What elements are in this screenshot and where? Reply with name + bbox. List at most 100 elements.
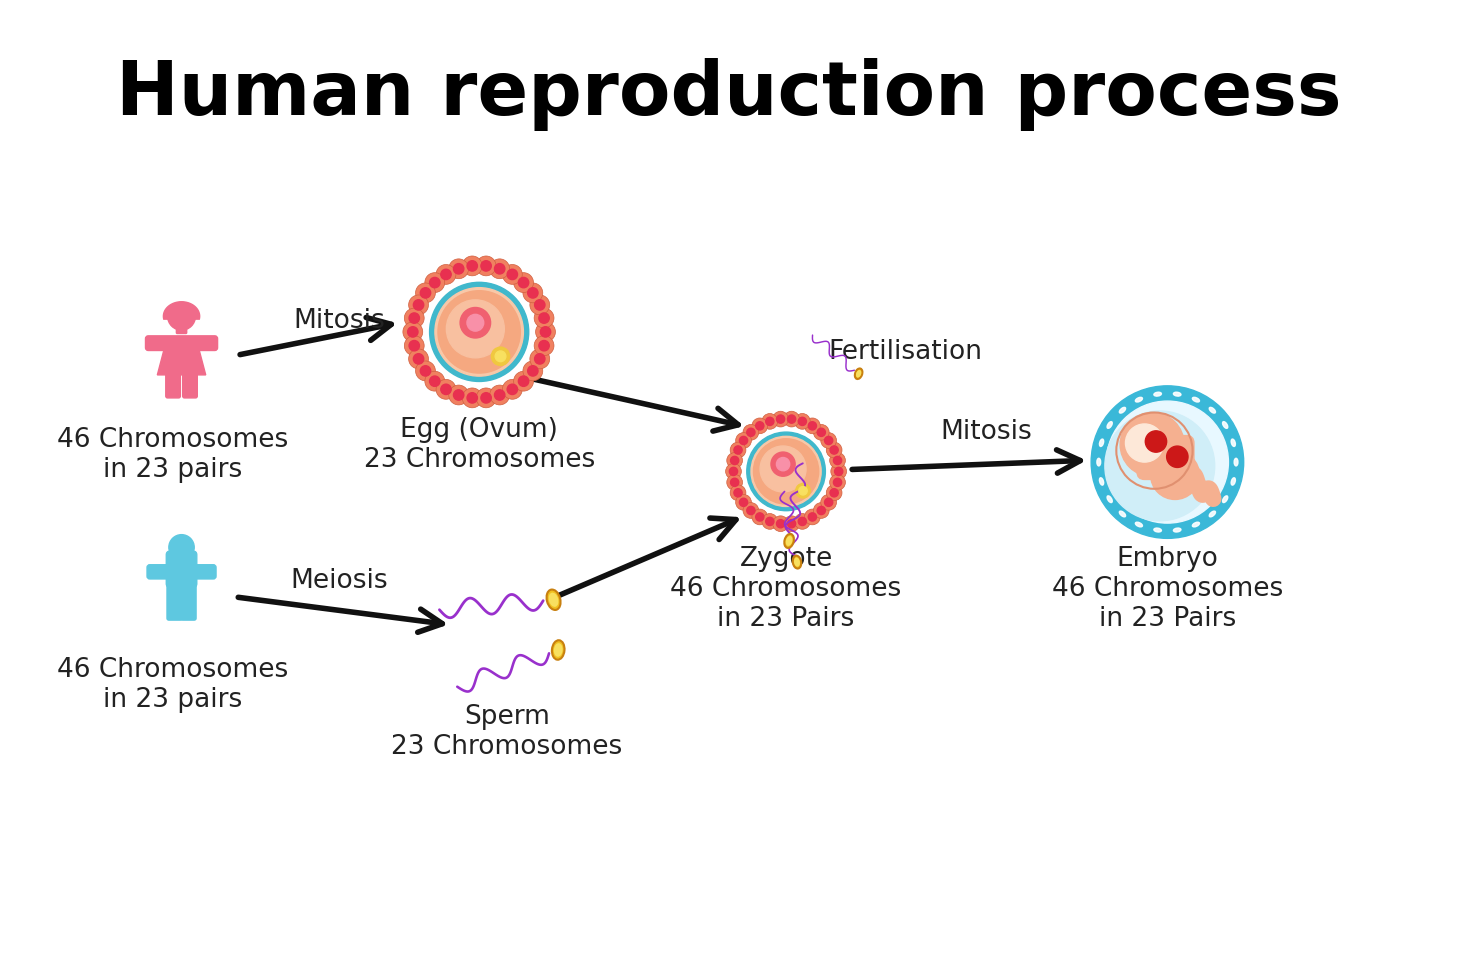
Circle shape bbox=[787, 519, 796, 528]
Circle shape bbox=[536, 322, 555, 342]
Circle shape bbox=[730, 442, 746, 458]
Circle shape bbox=[817, 428, 825, 436]
Ellipse shape bbox=[1231, 439, 1236, 447]
Ellipse shape bbox=[1154, 392, 1161, 396]
Ellipse shape bbox=[1119, 408, 1126, 414]
Circle shape bbox=[730, 478, 739, 486]
FancyBboxPatch shape bbox=[1136, 435, 1193, 479]
Circle shape bbox=[514, 371, 533, 391]
Circle shape bbox=[794, 514, 810, 529]
Circle shape bbox=[523, 361, 543, 381]
Circle shape bbox=[830, 464, 847, 479]
Circle shape bbox=[817, 507, 825, 514]
Circle shape bbox=[784, 412, 800, 427]
Circle shape bbox=[490, 385, 510, 405]
Circle shape bbox=[762, 514, 778, 529]
Circle shape bbox=[726, 464, 742, 479]
Circle shape bbox=[449, 385, 469, 405]
Circle shape bbox=[833, 478, 842, 486]
Circle shape bbox=[430, 277, 440, 288]
Circle shape bbox=[409, 313, 420, 323]
Circle shape bbox=[503, 265, 522, 284]
Circle shape bbox=[829, 453, 845, 468]
Circle shape bbox=[753, 439, 819, 504]
Circle shape bbox=[794, 414, 810, 429]
Ellipse shape bbox=[1234, 459, 1238, 466]
Circle shape bbox=[833, 457, 842, 465]
Ellipse shape bbox=[1135, 397, 1142, 402]
Circle shape bbox=[730, 467, 737, 475]
Circle shape bbox=[460, 308, 491, 338]
Circle shape bbox=[813, 503, 829, 518]
Circle shape bbox=[523, 283, 543, 303]
Circle shape bbox=[436, 379, 456, 399]
Ellipse shape bbox=[1231, 477, 1236, 485]
Circle shape bbox=[796, 483, 810, 498]
Circle shape bbox=[494, 264, 504, 274]
Circle shape bbox=[777, 458, 790, 470]
Circle shape bbox=[491, 347, 510, 366]
Text: Embryo
46 Chromosomes
in 23 Pairs: Embryo 46 Chromosomes in 23 Pairs bbox=[1052, 546, 1284, 632]
Circle shape bbox=[772, 515, 788, 531]
Circle shape bbox=[739, 498, 747, 507]
Text: 46 Chromosomes
in 23 pairs: 46 Chromosomes in 23 pairs bbox=[57, 658, 288, 713]
Circle shape bbox=[519, 376, 529, 386]
Circle shape bbox=[798, 486, 807, 495]
Circle shape bbox=[414, 300, 424, 310]
Circle shape bbox=[804, 509, 820, 525]
Circle shape bbox=[439, 291, 520, 373]
Circle shape bbox=[727, 474, 743, 490]
Ellipse shape bbox=[1192, 397, 1199, 402]
Circle shape bbox=[420, 288, 431, 298]
Circle shape bbox=[771, 452, 796, 476]
Text: Mitosis: Mitosis bbox=[940, 419, 1032, 445]
Ellipse shape bbox=[1209, 512, 1215, 516]
Circle shape bbox=[777, 519, 785, 528]
Circle shape bbox=[530, 349, 549, 368]
Circle shape bbox=[453, 390, 463, 400]
Circle shape bbox=[752, 418, 768, 434]
Circle shape bbox=[730, 485, 746, 501]
FancyBboxPatch shape bbox=[181, 580, 197, 620]
Circle shape bbox=[813, 424, 829, 440]
Circle shape bbox=[1151, 451, 1199, 500]
Circle shape bbox=[829, 474, 845, 490]
Ellipse shape bbox=[1222, 421, 1228, 428]
Circle shape bbox=[405, 308, 424, 328]
Circle shape bbox=[804, 418, 820, 434]
Circle shape bbox=[762, 414, 778, 429]
Circle shape bbox=[736, 432, 752, 448]
Circle shape bbox=[430, 376, 440, 386]
Circle shape bbox=[535, 300, 545, 310]
Circle shape bbox=[830, 489, 838, 497]
Ellipse shape bbox=[552, 640, 564, 660]
Circle shape bbox=[404, 322, 423, 342]
Circle shape bbox=[766, 417, 774, 425]
Circle shape bbox=[787, 415, 796, 423]
Circle shape bbox=[425, 371, 444, 391]
Ellipse shape bbox=[1135, 522, 1142, 527]
Circle shape bbox=[820, 432, 836, 448]
Circle shape bbox=[414, 354, 424, 364]
Ellipse shape bbox=[793, 556, 801, 568]
Circle shape bbox=[820, 495, 836, 511]
Circle shape bbox=[1167, 446, 1187, 467]
Circle shape bbox=[494, 390, 504, 400]
Circle shape bbox=[169, 535, 194, 560]
Circle shape bbox=[730, 457, 739, 465]
Text: Mitosis: Mitosis bbox=[294, 308, 386, 334]
Circle shape bbox=[441, 270, 452, 279]
Circle shape bbox=[777, 415, 785, 423]
Circle shape bbox=[1125, 424, 1164, 463]
Circle shape bbox=[761, 446, 806, 492]
Text: Fertilisation: Fertilisation bbox=[828, 339, 982, 366]
Circle shape bbox=[168, 303, 195, 330]
Circle shape bbox=[747, 507, 755, 514]
Circle shape bbox=[752, 509, 768, 525]
Ellipse shape bbox=[1100, 477, 1104, 485]
Circle shape bbox=[466, 315, 484, 331]
Circle shape bbox=[727, 453, 743, 468]
Circle shape bbox=[809, 421, 816, 430]
Circle shape bbox=[415, 361, 436, 381]
Circle shape bbox=[739, 436, 747, 445]
